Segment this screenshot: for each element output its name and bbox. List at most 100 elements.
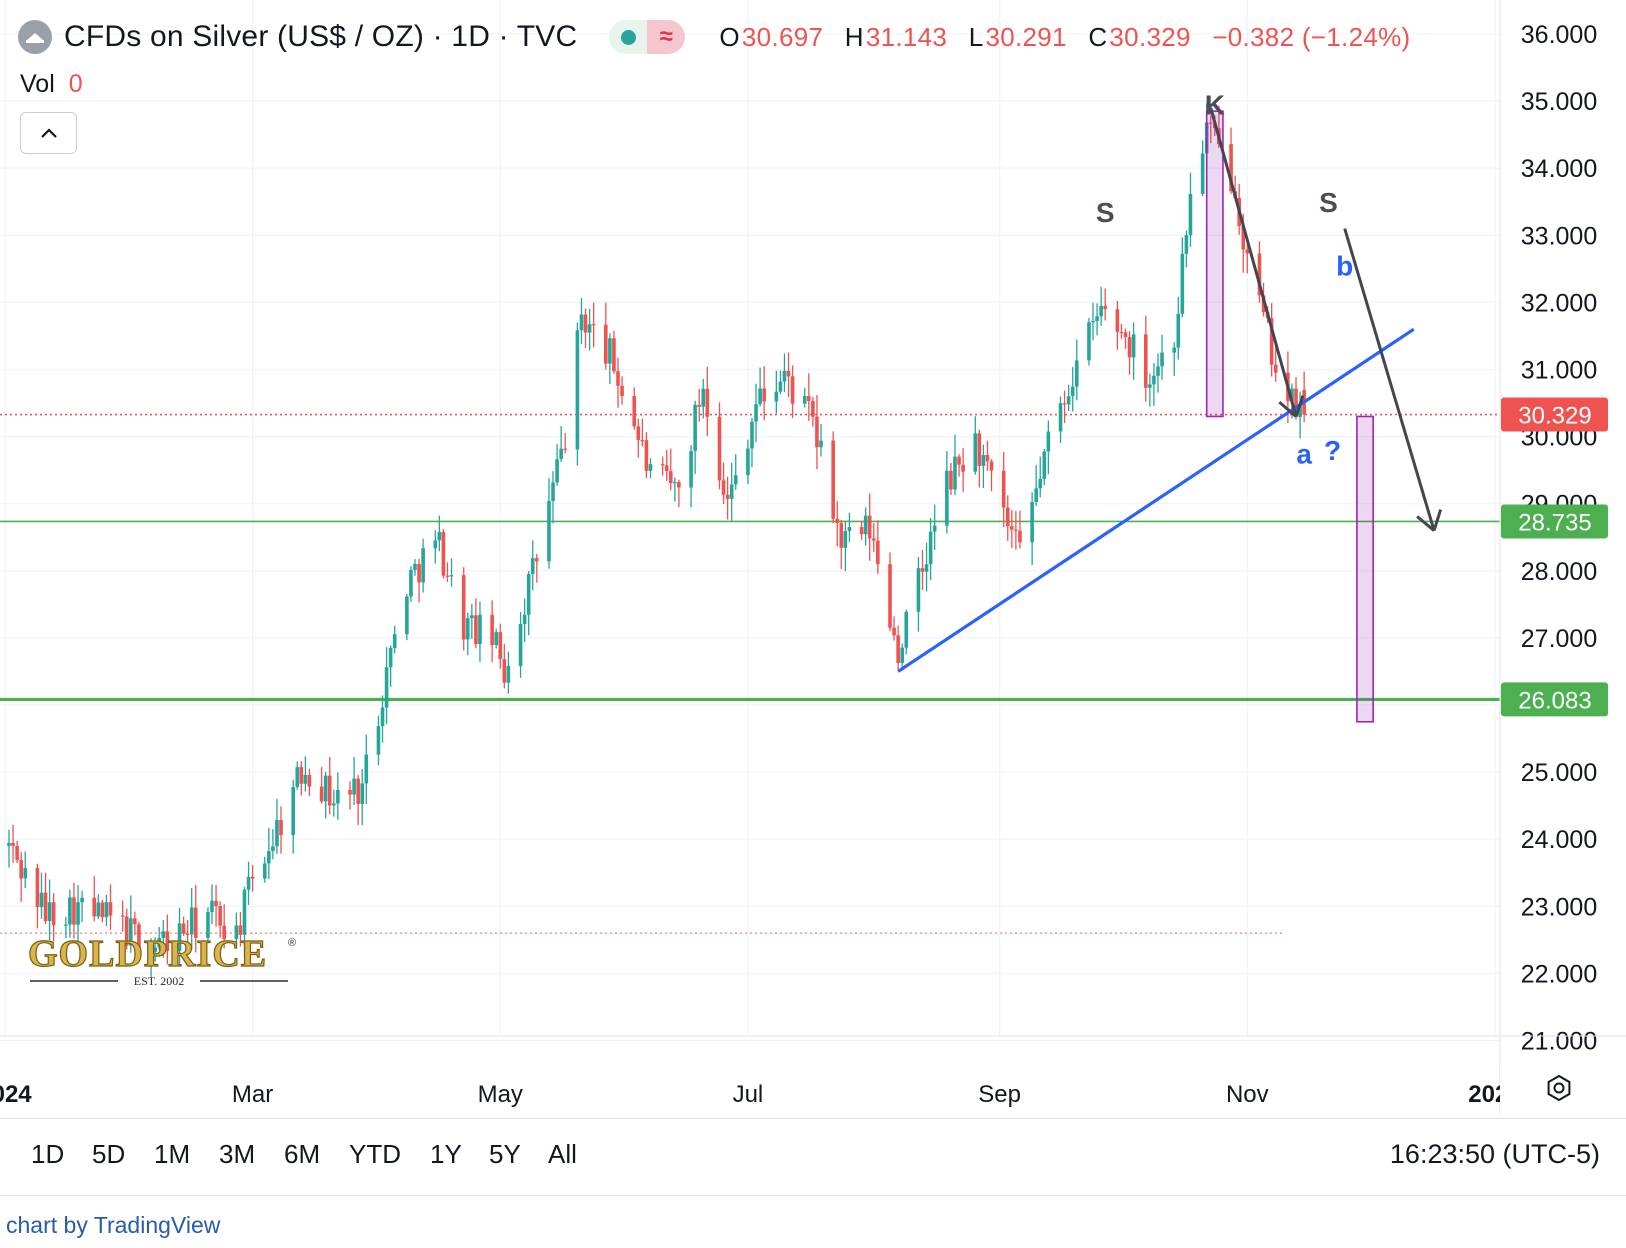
- candle-body: [210, 900, 214, 913]
- candle-body: [819, 440, 823, 448]
- timeframe-all[interactable]: All: [548, 1139, 577, 1169]
- candle-body: [1144, 334, 1148, 388]
- candle-body: [664, 465, 669, 472]
- price-tick-label: 31.000: [1521, 357, 1597, 385]
- open-key: O: [719, 21, 740, 52]
- candle-body: [68, 897, 72, 925]
- candle-body: [530, 558, 535, 575]
- candle-body: [242, 889, 247, 935]
- candle-body: [43, 892, 48, 922]
- candle-body: [547, 501, 551, 562]
- candle-body: [989, 461, 994, 471]
- time-axis: 2024MarMayJulSepNov2025: [0, 1035, 1626, 1118]
- collapse-legend-button[interactable]: [20, 112, 77, 154]
- timeframe-1y[interactable]: 1Y: [430, 1139, 462, 1169]
- volume-legend: Vol 0: [20, 70, 83, 99]
- candle-body: [206, 912, 210, 938]
- market-status-pill[interactable]: ≈: [609, 20, 686, 54]
- candle-body: [177, 923, 182, 952]
- price-tag-text: 30.329: [1518, 403, 1591, 430]
- timeframe-5y[interactable]: 5Y: [489, 1139, 521, 1169]
- candle-body: [478, 614, 482, 645]
- candle-body: [1103, 305, 1107, 310]
- price-tick-label: 32.000: [1521, 289, 1597, 317]
- candle-body: [1062, 403, 1067, 405]
- candle-body: [616, 371, 620, 386]
- candle-body: [238, 925, 243, 935]
- candle-body: [319, 786, 324, 802]
- candle-body: [977, 433, 982, 467]
- timeframe-6m[interactable]: 6M: [284, 1139, 321, 1169]
- timeframe-5d[interactable]: 5D: [92, 1139, 126, 1169]
- candle-body: [677, 481, 681, 488]
- candle-body: [981, 454, 986, 467]
- volume-value: 0: [68, 70, 83, 98]
- candle-body: [39, 892, 44, 908]
- candle-body: [35, 867, 40, 908]
- status-dot-icon: [620, 29, 636, 45]
- candle-body: [1005, 507, 1010, 527]
- candle-body: [636, 426, 641, 440]
- candle-body: [1241, 225, 1246, 250]
- candle-body: [701, 388, 706, 407]
- candle-body: [1257, 253, 1262, 296]
- timeframe-3m[interactable]: 3M: [219, 1139, 256, 1169]
- symbol-logo-icon[interactable]: [18, 20, 52, 54]
- candle-body: [563, 448, 568, 450]
- time-tick-label: Mar: [232, 1081, 273, 1108]
- candle-body: [932, 525, 937, 532]
- candle-body: [409, 569, 413, 597]
- gear-icon: [1547, 1074, 1571, 1102]
- candle-body: [953, 456, 957, 490]
- candle-body: [693, 404, 697, 451]
- candle-body: [1030, 501, 1034, 543]
- open-value: 30.697: [741, 21, 824, 52]
- candle-body: [725, 494, 730, 499]
- candle-body: [218, 906, 222, 926]
- candle-body: [608, 338, 612, 364]
- price-tick-label: 33.000: [1521, 222, 1597, 250]
- candle-body: [945, 470, 949, 526]
- timeframe-1m[interactable]: 1M: [154, 1139, 191, 1169]
- candle-body: [149, 951, 153, 955]
- candle-body: [332, 803, 336, 806]
- candle-body: [299, 767, 304, 784]
- level-price-tag: [1501, 682, 1608, 717]
- candle-body: [892, 627, 896, 636]
- candle-body: [1001, 470, 1006, 508]
- chart-clock[interactable]: 16:23:50 (UTC-5): [1389, 1139, 1600, 1169]
- candle-body: [250, 876, 255, 879]
- candle-body: [579, 314, 584, 331]
- candle-body: [336, 789, 340, 804]
- candle-body: [754, 404, 758, 422]
- candle-body: [604, 324, 608, 364]
- candle-body: [490, 614, 494, 646]
- candle-body: [859, 527, 864, 535]
- high-value: 31.143: [865, 21, 948, 52]
- high-key: H: [844, 21, 864, 52]
- candle-body: [774, 391, 779, 402]
- candle-body: [790, 376, 795, 404]
- axis-settings-button[interactable]: [1542, 1071, 1576, 1105]
- candle-body: [807, 395, 811, 401]
- candle-body: [644, 440, 649, 471]
- candle-body: [1091, 321, 1095, 323]
- projection-arrow-head: [1416, 515, 1436, 532]
- candle-body: [445, 575, 450, 577]
- candle-body: [461, 575, 466, 640]
- candle-body: [729, 484, 734, 499]
- candle-body: [23, 867, 28, 879]
- candle-body: [575, 330, 580, 450]
- symbol-title[interactable]: CFDs on Silver (US$ / OZ) · 1D · TVC: [64, 20, 578, 53]
- candle-body: [1046, 431, 1051, 452]
- label-right-shoulder: S: [1319, 187, 1338, 218]
- candle-body: [1208, 122, 1213, 124]
- timeframe-ytd[interactable]: YTD: [349, 1139, 401, 1169]
- candle-body: [867, 515, 872, 539]
- volume-label: Vol: [20, 70, 55, 98]
- candle-body: [470, 615, 474, 619]
- label-wave-b: b: [1336, 251, 1353, 282]
- tradingview-attribution[interactable]: chart by TradingView: [6, 1212, 221, 1238]
- timeframe-1d[interactable]: 1D: [31, 1139, 65, 1169]
